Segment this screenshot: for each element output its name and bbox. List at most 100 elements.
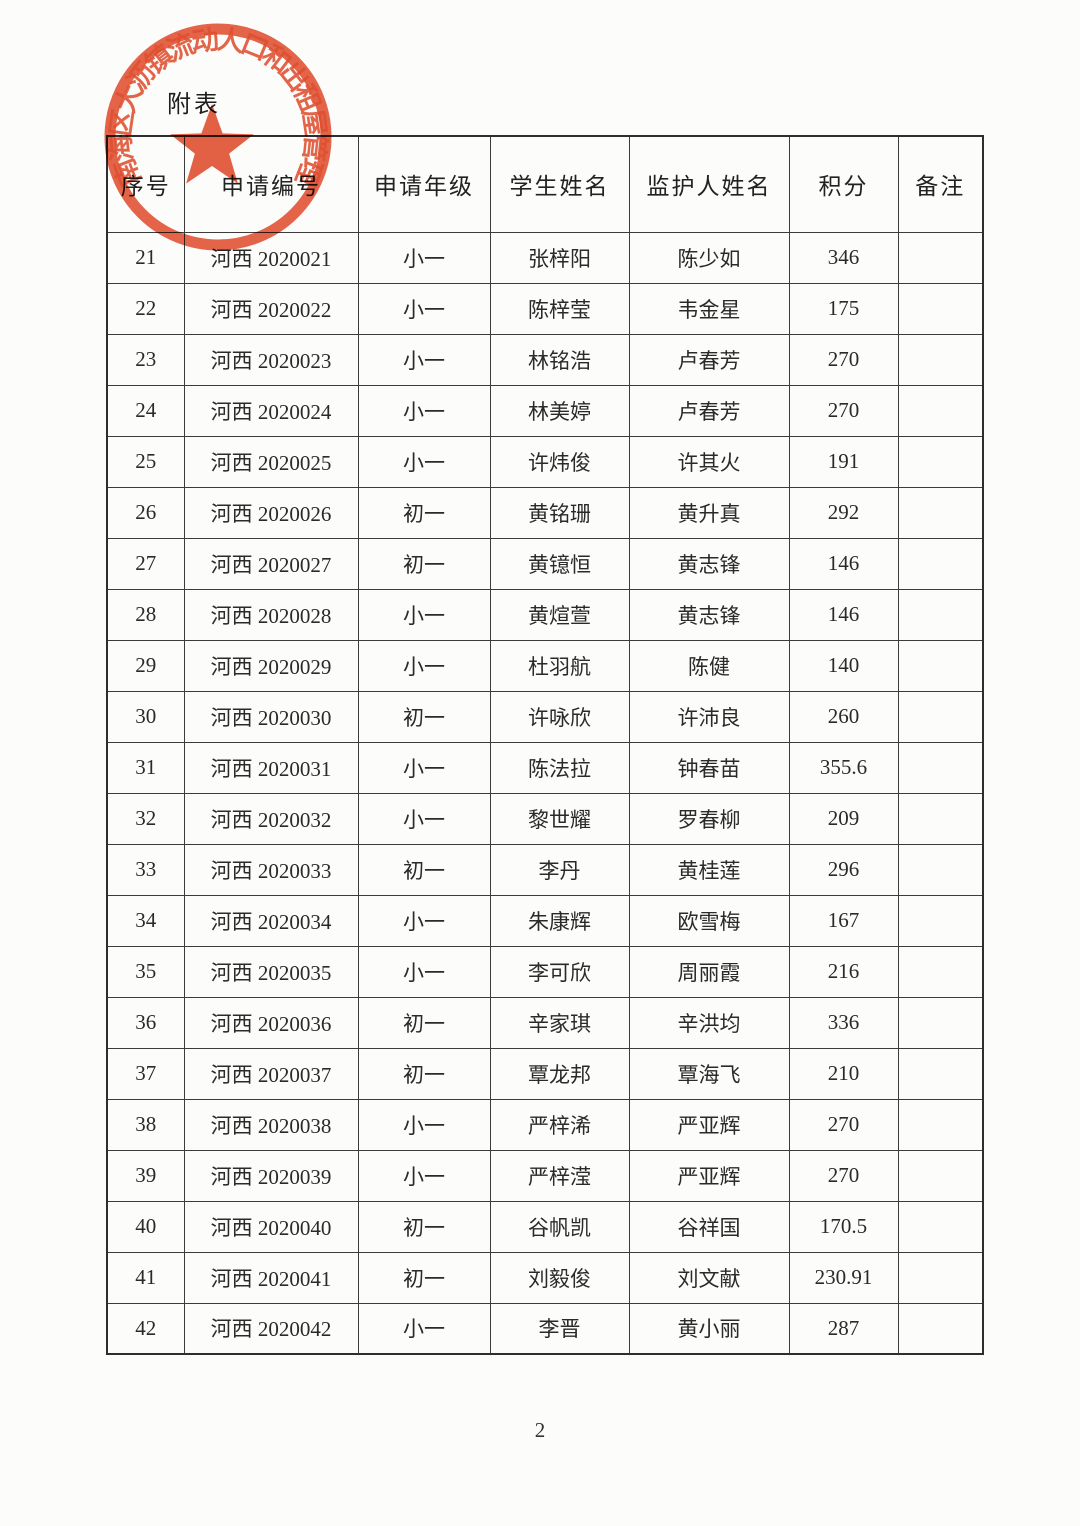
cell-score: 292 xyxy=(788,486,899,539)
table-row: 34 河西 2020034 小一 朱康辉 欧雪梅 167 xyxy=(106,894,984,947)
cell-student-name: 黄煊萱 xyxy=(489,588,630,641)
header-application-id: 申请编号 xyxy=(183,135,359,233)
cell-no: 28 xyxy=(106,588,185,641)
table-header: 序号 申请编号 申请年级 学生姓名 监护人姓名 积分 备注 xyxy=(106,135,984,233)
cell-student-name: 许咏欣 xyxy=(489,690,630,743)
cell-remark xyxy=(897,384,984,437)
cell-remark xyxy=(897,945,984,998)
cell-guardian-name: 刘文献 xyxy=(628,1251,790,1304)
cell-grade: 初一 xyxy=(357,690,491,743)
cell-remark xyxy=(897,1047,984,1100)
cell-score: 270 xyxy=(788,1098,899,1151)
cell-remark xyxy=(897,537,984,590)
cell-guardian-name: 钟春苗 xyxy=(628,741,790,794)
cell-no: 26 xyxy=(106,486,185,539)
cell-guardian-name: 黄志锋 xyxy=(628,537,790,590)
cell-student-name: 陈法拉 xyxy=(489,741,630,794)
table-row: 24 河西 2020024 小一 林美婷 卢春芳 270 xyxy=(106,384,984,437)
cell-grade: 小一 xyxy=(357,741,491,794)
cell-score: 270 xyxy=(788,333,899,386)
cell-student-name: 谷帆凯 xyxy=(489,1200,630,1253)
cell-guardian-name: 韦金星 xyxy=(628,282,790,335)
table-row: 23 河西 2020023 小一 林铭浩 卢春芳 270 xyxy=(106,333,984,386)
table-row: 42 河西 2020042 小一 李晋 黄小丽 287 xyxy=(106,1302,984,1355)
cell-no: 40 xyxy=(106,1200,185,1253)
cell-application-id: 河西 2020027 xyxy=(183,537,359,590)
cell-application-id: 河西 2020035 xyxy=(183,945,359,998)
cell-remark xyxy=(897,843,984,896)
cell-remark xyxy=(897,1302,984,1355)
cell-remark xyxy=(897,486,984,539)
cell-guardian-name: 陈健 xyxy=(628,639,790,692)
cell-guardian-name: 覃海飞 xyxy=(628,1047,790,1100)
table-row: 26 河西 2020026 初一 黄铭珊 黄升真 292 xyxy=(106,486,984,539)
cell-guardian-name: 严亚辉 xyxy=(628,1098,790,1151)
cell-score: 270 xyxy=(788,1149,899,1202)
table-row: 33 河西 2020033 初一 李丹 黄桂莲 296 xyxy=(106,843,984,896)
header-no: 序号 xyxy=(106,135,185,233)
cell-application-id: 河西 2020026 xyxy=(183,486,359,539)
cell-score: 146 xyxy=(788,588,899,641)
cell-student-name: 张梓阳 xyxy=(489,231,630,284)
cell-student-name: 杜羽航 xyxy=(489,639,630,692)
table-row: 22 河西 2020022 小一 陈梓莹 韦金星 175 xyxy=(106,282,984,335)
cell-score: 140 xyxy=(788,639,899,692)
cell-student-name: 林铭浩 xyxy=(489,333,630,386)
cell-grade: 小一 xyxy=(357,792,491,845)
cell-application-id: 河西 2020034 xyxy=(183,894,359,947)
cell-student-name: 严梓浠 xyxy=(489,1098,630,1151)
cell-application-id: 河西 2020021 xyxy=(183,231,359,284)
cell-guardian-name: 辛洪均 xyxy=(628,996,790,1049)
cell-grade: 初一 xyxy=(357,1047,491,1100)
cell-remark xyxy=(897,1200,984,1253)
cell-application-id: 河西 2020029 xyxy=(183,639,359,692)
table-row: 40 河西 2020040 初一 谷帆凯 谷祥国 170.5 xyxy=(106,1200,984,1253)
cell-student-name: 辛家琪 xyxy=(489,996,630,1049)
cell-remark xyxy=(897,894,984,947)
cell-grade: 初一 xyxy=(357,1251,491,1304)
header-row: 序号 申请编号 申请年级 学生姓名 监护人姓名 积分 备注 xyxy=(106,135,984,233)
cell-application-id: 河西 2020033 xyxy=(183,843,359,896)
cell-score: 336 xyxy=(788,996,899,1049)
cell-no: 36 xyxy=(106,996,185,1049)
cell-application-id: 河西 2020037 xyxy=(183,1047,359,1100)
cell-score: 270 xyxy=(788,384,899,437)
cell-remark xyxy=(897,792,984,845)
cell-remark xyxy=(897,333,984,386)
cell-grade: 初一 xyxy=(357,843,491,896)
cell-score: 216 xyxy=(788,945,899,998)
cell-no: 34 xyxy=(106,894,185,947)
cell-student-name: 刘毅俊 xyxy=(489,1251,630,1304)
cell-guardian-name: 罗春柳 xyxy=(628,792,790,845)
cell-student-name: 朱康辉 xyxy=(489,894,630,947)
cell-no: 22 xyxy=(106,282,185,335)
cell-score: 175 xyxy=(788,282,899,335)
header-remark: 备注 xyxy=(897,135,984,233)
cell-score: 230.91 xyxy=(788,1251,899,1304)
cell-application-id: 河西 2020041 xyxy=(183,1251,359,1304)
cell-grade: 初一 xyxy=(357,1200,491,1253)
cell-guardian-name: 陈少如 xyxy=(628,231,790,284)
cell-score: 209 xyxy=(788,792,899,845)
cell-score: 260 xyxy=(788,690,899,743)
cell-remark xyxy=(897,435,984,488)
header-score: 积分 xyxy=(788,135,899,233)
cell-application-id: 河西 2020039 xyxy=(183,1149,359,1202)
cell-grade: 小一 xyxy=(357,1302,491,1355)
cell-student-name: 严梓滢 xyxy=(489,1149,630,1202)
cell-remark xyxy=(897,639,984,692)
table-row: 36 河西 2020036 初一 辛家琪 辛洪均 336 xyxy=(106,996,984,1049)
cell-grade: 初一 xyxy=(357,486,491,539)
application-score-table: 序号 申请编号 申请年级 学生姓名 监护人姓名 积分 备注 21 河西 20200… xyxy=(106,135,984,1355)
cell-remark xyxy=(897,1149,984,1202)
cell-remark xyxy=(897,1098,984,1151)
table-row: 30 河西 2020030 初一 许咏欣 许沛良 260 xyxy=(106,690,984,743)
cell-application-id: 河西 2020025 xyxy=(183,435,359,488)
cell-application-id: 河西 2020028 xyxy=(183,588,359,641)
cell-student-name: 许炜俊 xyxy=(489,435,630,488)
cell-guardian-name: 谷祥国 xyxy=(628,1200,790,1253)
cell-student-name: 林美婷 xyxy=(489,384,630,437)
cell-no: 39 xyxy=(106,1149,185,1202)
cell-grade: 初一 xyxy=(357,537,491,590)
cell-guardian-name: 卢春芳 xyxy=(628,384,790,437)
